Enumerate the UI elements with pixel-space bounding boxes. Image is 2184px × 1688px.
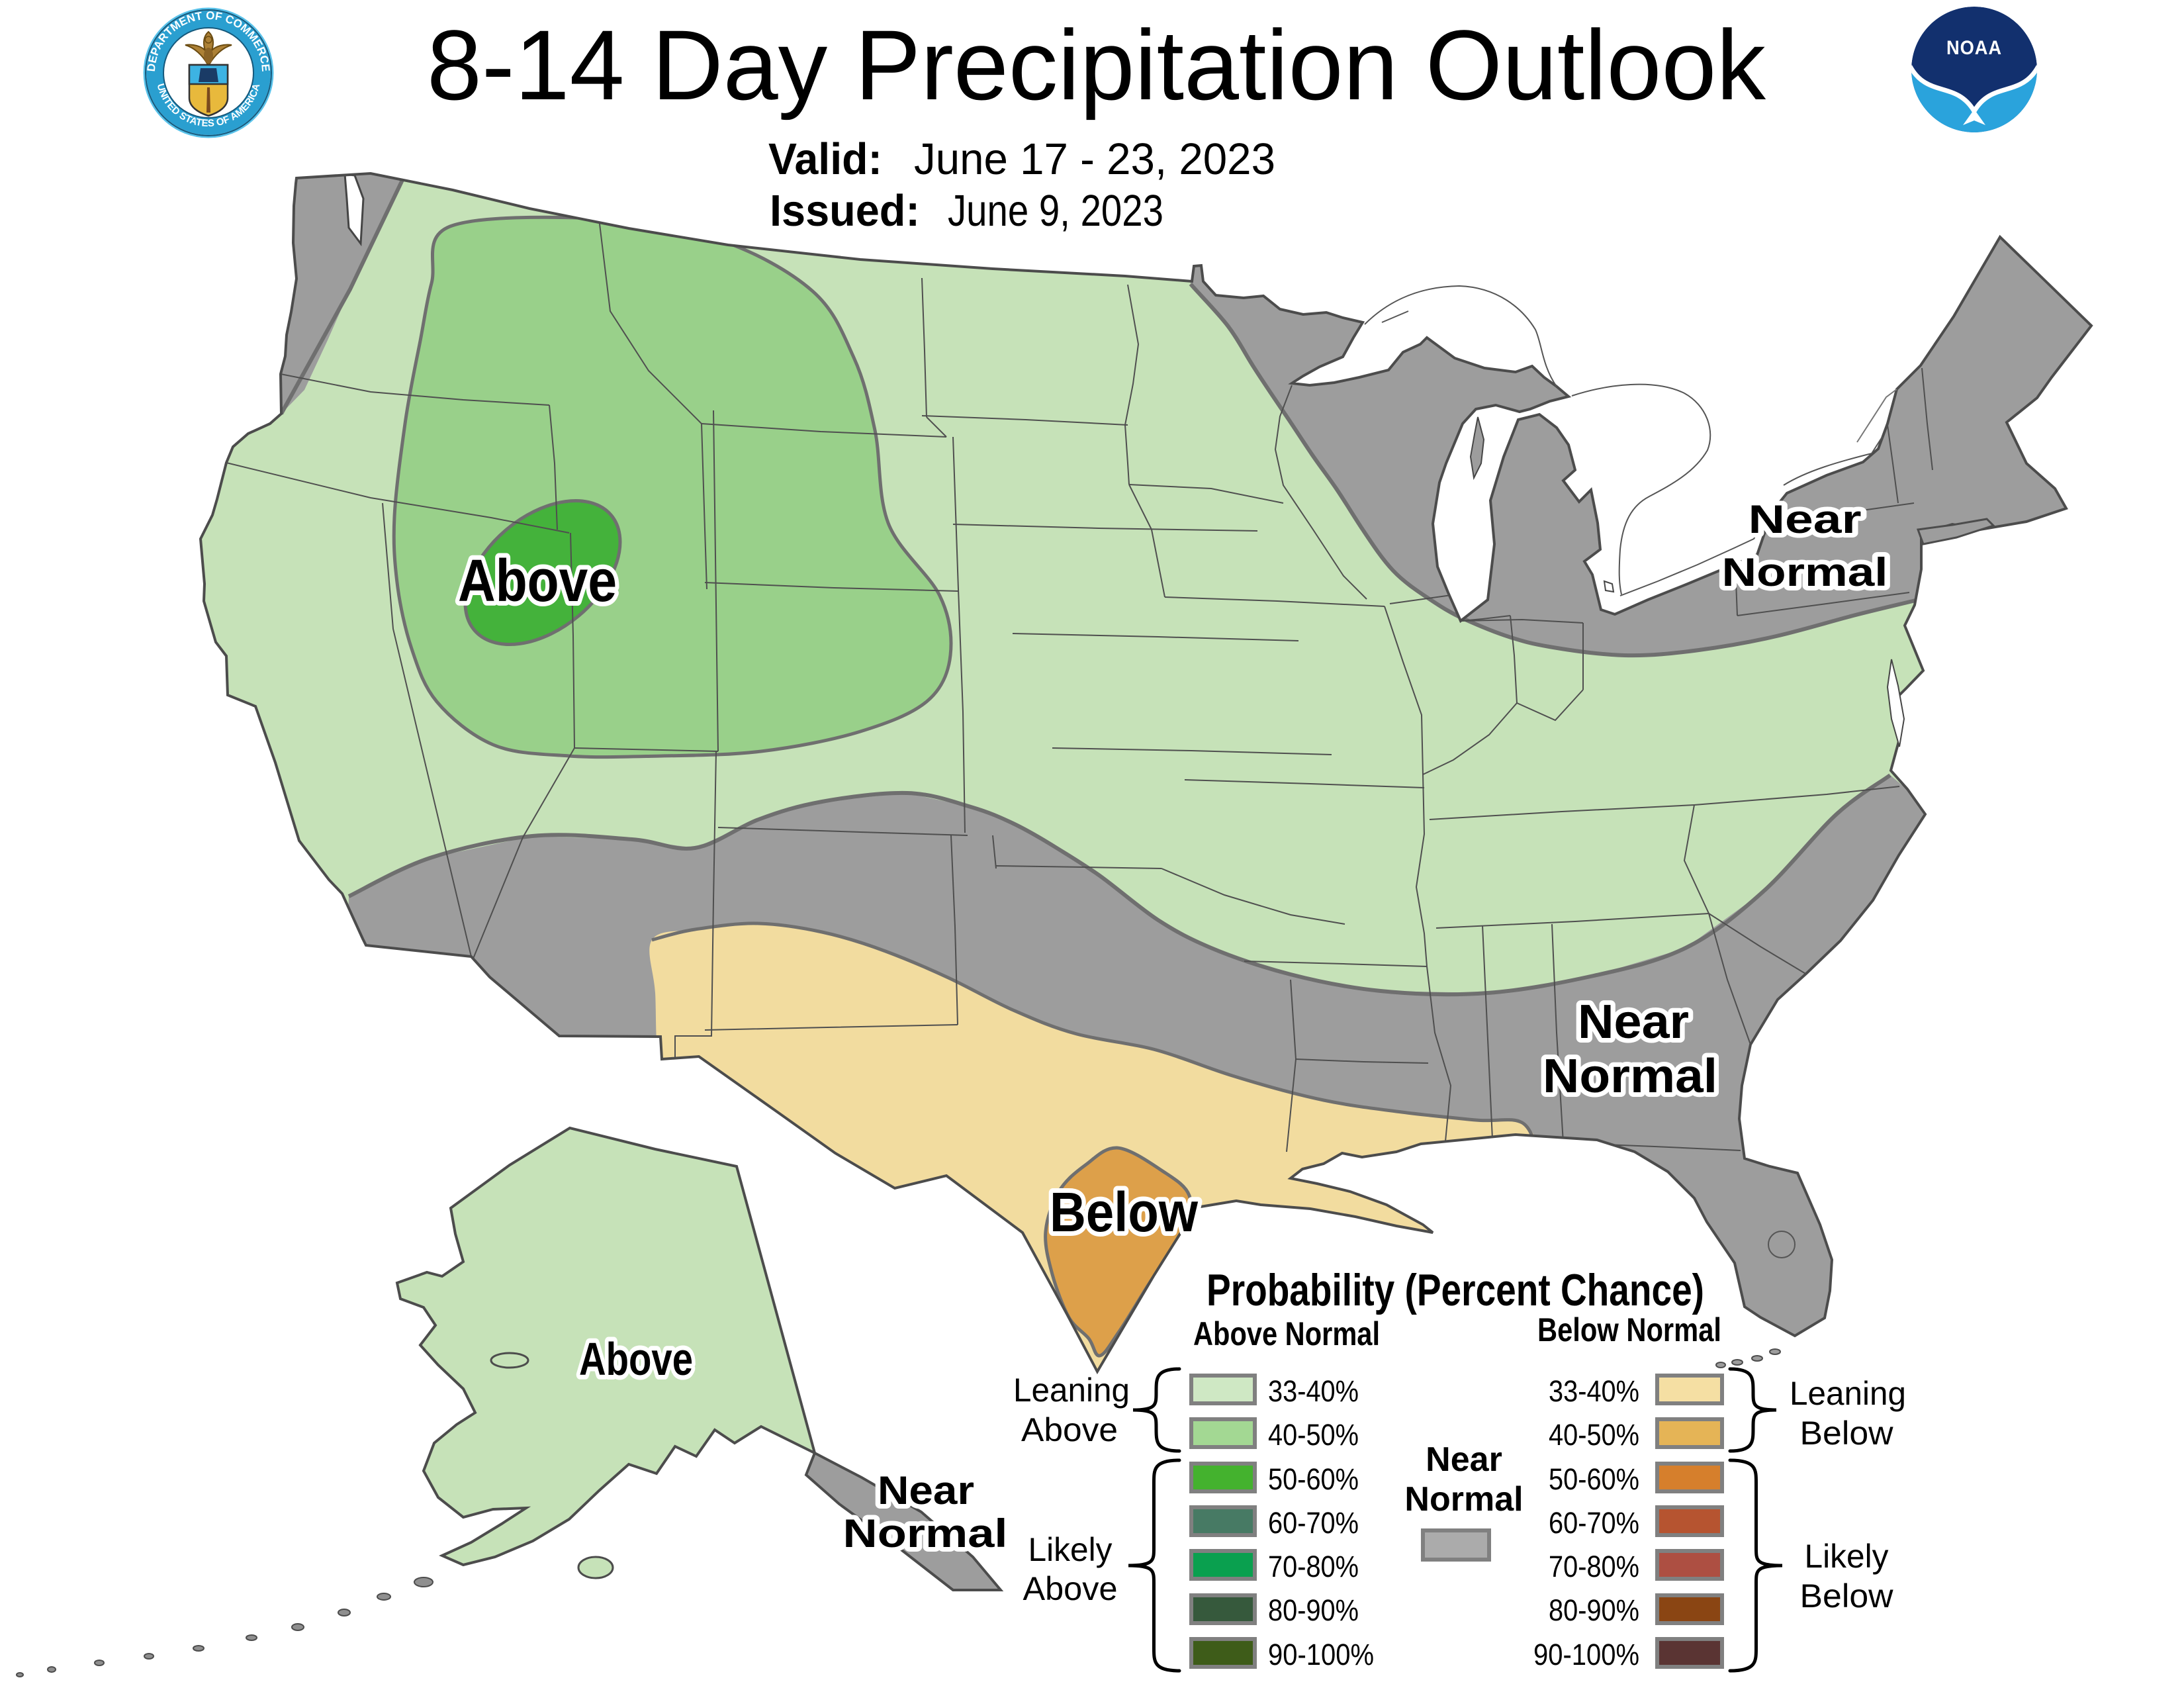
svg-text:60-70%: 60-70% bbox=[1268, 1506, 1359, 1540]
svg-text:8-14 Day Precipitation Outlook: 8-14 Day Precipitation Outlook bbox=[427, 9, 1766, 120]
svg-text:33-40%: 33-40% bbox=[1268, 1374, 1359, 1408]
svg-text:Above Normal: Above Normal bbox=[1193, 1315, 1380, 1352]
svg-text:Normal: Normal bbox=[1722, 550, 1888, 594]
svg-text:70-80%: 70-80% bbox=[1549, 1550, 1639, 1583]
svg-text:Near: Near bbox=[878, 1468, 974, 1513]
svg-text:Normal: Normal bbox=[1404, 1480, 1523, 1519]
svg-text:80-90%: 80-90% bbox=[1268, 1593, 1359, 1627]
svg-text:Valid:: Valid: bbox=[768, 134, 882, 184]
svg-text:Likely: Likely bbox=[1805, 1538, 1889, 1575]
svg-text:June 9, 2023: June 9, 2023 bbox=[948, 186, 1163, 236]
svg-text:Near: Near bbox=[1749, 497, 1862, 541]
svg-text:Near: Near bbox=[1426, 1440, 1502, 1479]
svg-text:Below: Below bbox=[1050, 1181, 1199, 1243]
svg-text:Likely: Likely bbox=[1028, 1531, 1113, 1568]
svg-text:70-80%: 70-80% bbox=[1268, 1550, 1359, 1583]
svg-text:Leaning: Leaning bbox=[1013, 1372, 1130, 1409]
svg-text:Near: Near bbox=[1578, 996, 1689, 1049]
svg-text:50-60%: 50-60% bbox=[1549, 1462, 1639, 1496]
svg-text:Normal: Normal bbox=[1543, 1050, 1717, 1103]
svg-text:Leaning: Leaning bbox=[1790, 1375, 1906, 1412]
svg-text:Normal: Normal bbox=[843, 1511, 1008, 1556]
svg-text:90-100%: 90-100% bbox=[1268, 1638, 1374, 1671]
svg-text:June 17 - 23, 2023: June 17 - 23, 2023 bbox=[914, 134, 1275, 184]
svg-text:80-90%: 80-90% bbox=[1549, 1593, 1639, 1627]
svg-text:Below: Below bbox=[1800, 1415, 1894, 1452]
svg-text:Above: Above bbox=[1023, 1570, 1118, 1607]
svg-text:Probability (Percent Chance): Probability (Percent Chance) bbox=[1206, 1265, 1704, 1315]
svg-text:40-50%: 40-50% bbox=[1549, 1418, 1639, 1452]
svg-text:60-70%: 60-70% bbox=[1549, 1506, 1639, 1540]
svg-text:50-60%: 50-60% bbox=[1268, 1462, 1359, 1496]
svg-text:40-50%: 40-50% bbox=[1268, 1418, 1359, 1452]
svg-text:Issued:: Issued: bbox=[770, 186, 920, 236]
svg-text:Below Normal: Below Normal bbox=[1537, 1311, 1721, 1348]
svg-text:33-40%: 33-40% bbox=[1549, 1374, 1639, 1408]
svg-text:NOAA: NOAA bbox=[1946, 37, 2002, 59]
svg-text:Below: Below bbox=[1800, 1577, 1894, 1615]
svg-text:Above: Above bbox=[1021, 1411, 1118, 1448]
svg-text:Above: Above bbox=[458, 548, 617, 614]
svg-text:Above: Above bbox=[579, 1333, 693, 1385]
svg-text:90-100%: 90-100% bbox=[1533, 1638, 1639, 1671]
